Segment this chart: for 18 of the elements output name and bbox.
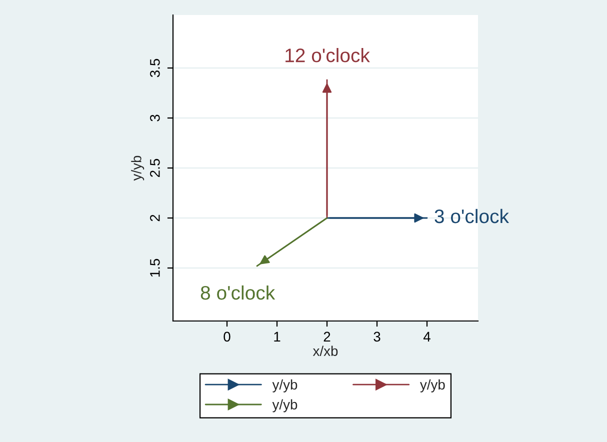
x-tick-label: 2 (324, 332, 330, 342)
y-axis-title: y/yb (131, 156, 144, 181)
y-tick-label: 3.5 (150, 58, 160, 78)
annotation: 3 o'clock (434, 208, 510, 224)
legend-label: y/yb (272, 399, 298, 412)
annotation: 12 o'clock (286, 48, 370, 62)
y-tick-label: 1.5 (150, 258, 160, 277)
annotation: 8 o'clock (200, 285, 276, 300)
x-tick-label: 3 (374, 332, 380, 342)
legend-label: y/yb (420, 379, 445, 392)
x-tick-label: 0 (224, 332, 230, 342)
x-tick-label: 1 (274, 332, 280, 342)
y-tick-label: 2 (150, 214, 160, 222)
legend-label: y/yb (272, 379, 298, 392)
y-tick-label: 3 (150, 114, 160, 122)
x-axis-title: x/xb (312, 346, 338, 356)
x-tick-label: 4 (423, 332, 430, 342)
y-tick-label: 2.5 (150, 158, 160, 177)
